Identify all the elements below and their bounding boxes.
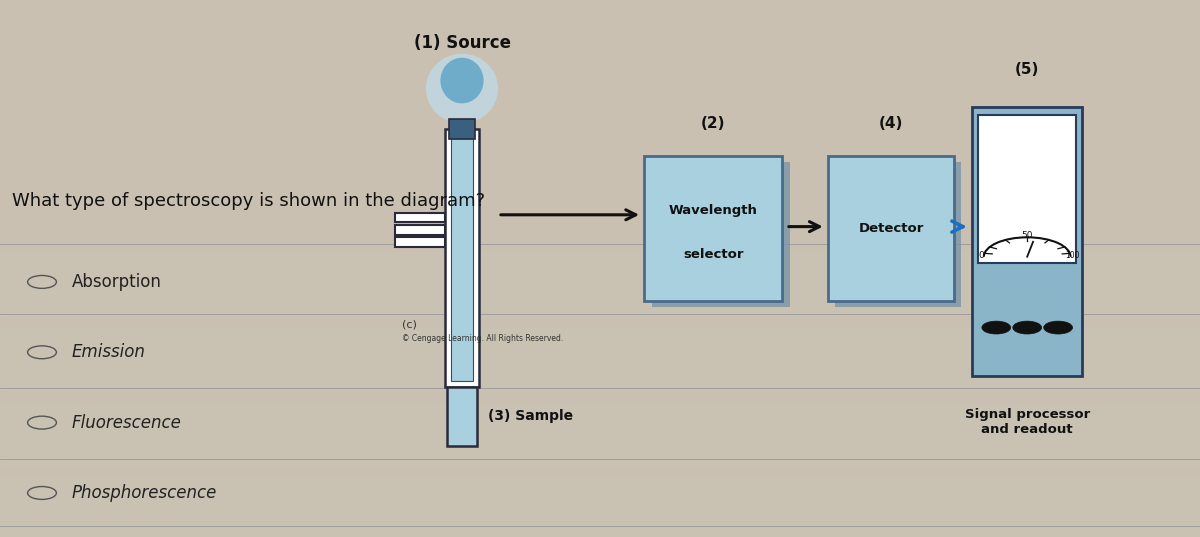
Bar (835, 162, 961, 307)
Text: Signal processor
and readout: Signal processor and readout (965, 408, 1090, 436)
Ellipse shape (440, 57, 484, 103)
Bar (644, 156, 782, 301)
Bar (652, 162, 790, 307)
Text: Detector: Detector (858, 222, 924, 235)
Bar (451, 134, 473, 381)
Bar (0, 328, 1200, 392)
Text: © Cengage Learning. All Rights Reserved.: © Cengage Learning. All Rights Reserved. (402, 334, 563, 343)
Ellipse shape (426, 54, 498, 124)
Text: (4): (4) (878, 116, 904, 131)
Text: 50: 50 (1021, 231, 1033, 240)
Text: Wavelength: Wavelength (668, 204, 758, 217)
Text: (5): (5) (1015, 62, 1039, 77)
Bar (0, 478, 1200, 537)
Bar (828, 156, 954, 301)
Bar (446, 387, 478, 446)
Bar (0, 252, 1200, 317)
Bar (445, 129, 479, 387)
Circle shape (1044, 321, 1073, 334)
Text: (2): (2) (701, 116, 726, 131)
Text: 0: 0 (979, 251, 984, 260)
Bar (972, 107, 1082, 376)
Bar (978, 115, 1076, 263)
Circle shape (982, 321, 1010, 334)
Circle shape (1013, 321, 1042, 334)
Bar (395, 237, 445, 247)
Bar (0, 403, 1200, 467)
Text: Emission: Emission (72, 343, 146, 361)
Text: (1) Source: (1) Source (414, 34, 510, 52)
Bar (395, 225, 445, 235)
Text: 100: 100 (1066, 251, 1080, 260)
Text: Absorption: Absorption (72, 273, 162, 291)
Text: (3) Sample: (3) Sample (488, 409, 574, 423)
Text: Phosphorescence: Phosphorescence (72, 484, 217, 502)
Text: (c): (c) (402, 320, 416, 330)
Bar (395, 213, 445, 222)
Text: What type of spectroscopy is shown in the diagram?: What type of spectroscopy is shown in th… (12, 192, 485, 211)
Text: Fluorescence: Fluorescence (72, 413, 182, 432)
Bar (449, 119, 475, 139)
Text: selector: selector (683, 248, 744, 261)
